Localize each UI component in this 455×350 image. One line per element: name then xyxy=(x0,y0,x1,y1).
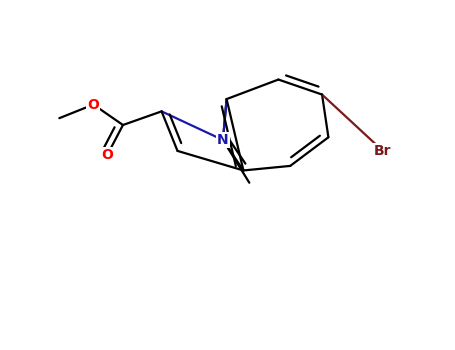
Text: N: N xyxy=(217,133,229,147)
Text: O: O xyxy=(101,148,113,162)
Text: Br: Br xyxy=(374,144,392,158)
Text: O: O xyxy=(87,98,99,112)
